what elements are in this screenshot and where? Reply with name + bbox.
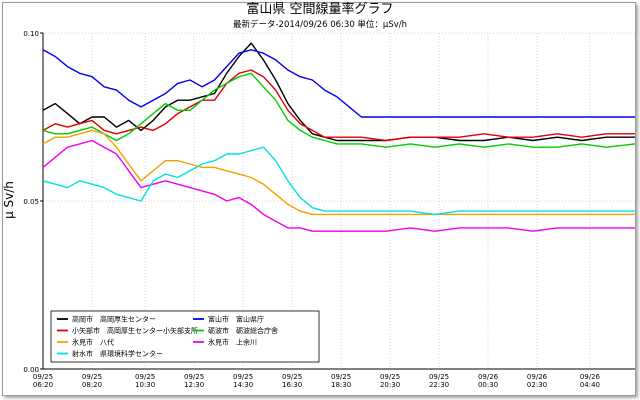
x-tick-date: 09/26 (580, 373, 601, 381)
y-tick-label: 0.05 (23, 198, 39, 206)
x-tick-date: 09/25 (184, 373, 204, 381)
x-tick-time: 14:30 (233, 381, 253, 389)
chart-subtitle: 最新データ-2014/09/26 06:30 単位：μSv/h (233, 19, 407, 30)
series-line (42, 72, 636, 148)
series-line (42, 146, 635, 216)
legend-label: 砺波市 砺波総合庁舎 (208, 326, 278, 335)
x-tick-time: 18:30 (331, 381, 351, 389)
y-tick-label: 0.00 (23, 366, 39, 374)
x-tick-date: 09/26 (478, 373, 499, 381)
legend-label: 高岡市 高岡厚生センター (72, 315, 156, 324)
x-tick-date: 09/25 (82, 373, 102, 381)
series-line (42, 129, 635, 216)
legend-label: 氷見市 上余川 (208, 338, 257, 347)
series-line (42, 139, 635, 232)
series-line (42, 69, 635, 142)
x-tick-date: 09/25 (135, 373, 155, 381)
series-line (42, 42, 635, 142)
x-tick-time: 00:30 (478, 381, 498, 389)
x-tick-date: 09/26 (527, 373, 548, 381)
chart-title: 富山県 空間線量率グラフ (246, 1, 393, 17)
series-lines (42, 42, 636, 232)
x-tick-time: 04:40 (580, 381, 600, 389)
x-tick-date: 09/25 (233, 373, 253, 381)
x-tick-time: 20:30 (380, 381, 400, 389)
x-tick-date: 09/25 (429, 373, 449, 381)
x-tick-time: 22:30 (429, 381, 449, 389)
x-tick-time: 08:20 (82, 381, 102, 389)
x-tick-time: 02:30 (527, 381, 547, 389)
legend-label: 射水市 県環境科学センター (72, 349, 163, 358)
y-axis-label: μ Sv/h (2, 181, 16, 219)
series-line (42, 49, 635, 118)
x-tick-date: 09/25 (331, 373, 351, 381)
x-tick-time: 12:30 (184, 381, 204, 389)
legend-label: 氷見市 八代 (72, 338, 114, 347)
x-tick-time: 16:30 (282, 381, 302, 389)
legend-label: 小矢部市 高岡厚生センター小矢部支所 (72, 326, 198, 335)
legend-box (50, 310, 320, 363)
legend-label: 富山市 富山県庁 (208, 315, 264, 324)
x-tick-date: 09/25 (282, 373, 302, 381)
x-tick-date: 09/25 (380, 373, 400, 381)
x-tick-date: 09/25 (33, 373, 53, 381)
x-tick-time: 06:20 (33, 381, 53, 389)
x-tick-time: 10:30 (135, 381, 155, 389)
axes: 0.100.050.0009/2506:2009/2508:2009/2510:… (23, 30, 635, 389)
y-tick-label: 0.10 (23, 30, 39, 38)
